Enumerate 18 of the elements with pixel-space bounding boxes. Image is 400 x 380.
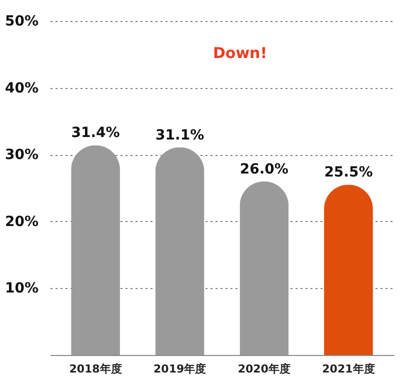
x-tick-label: 2019年度 <box>154 362 206 376</box>
x-tick-label: 2020年度 <box>238 362 290 376</box>
y-tick-label: 10% <box>4 280 38 297</box>
bar <box>155 147 204 355</box>
y-tick-label: 50% <box>4 14 38 30</box>
annotation: Down! <box>212 44 268 62</box>
data-label: 26.0% <box>240 161 288 178</box>
x-tick-label: 2021年度 <box>322 362 375 376</box>
y-tick-label: 20% <box>4 214 38 230</box>
y-tick-label: 40% <box>4 80 38 96</box>
x-tick-label: 2018年度 <box>69 362 122 376</box>
data-label: 25.5% <box>324 164 373 181</box>
bar <box>324 184 373 355</box>
data-label: 31.4% <box>71 125 120 142</box>
data-label: 31.1% <box>156 127 204 144</box>
bar <box>240 181 289 355</box>
y-tick-label: 30% <box>4 147 38 164</box>
bar <box>71 145 120 355</box>
